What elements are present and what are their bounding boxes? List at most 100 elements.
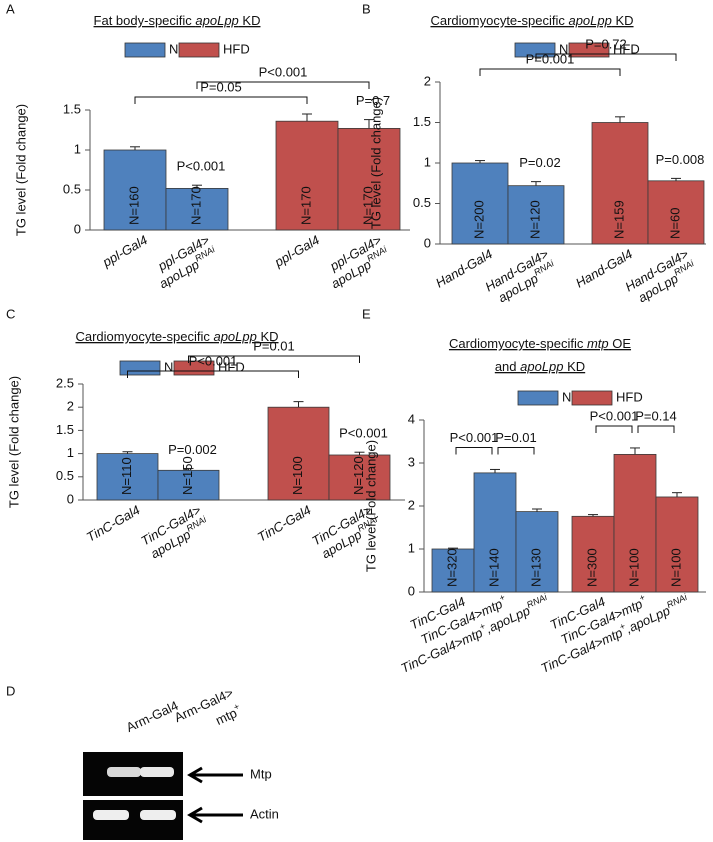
x-tick-label-part: +	[498, 592, 507, 603]
x-tick-label-part: ppl-Gal4	[99, 233, 150, 271]
p-value: P=0.72	[585, 36, 627, 51]
x-tick-label: ppl-Gal4	[99, 233, 150, 271]
chart-title-part: apoLpp	[568, 13, 611, 28]
y-tick-label: 1.5	[63, 101, 81, 116]
y-tick-label: 1.5	[56, 422, 74, 437]
x-tick-label-group: TinC-Gal4	[84, 503, 143, 546]
n-label: N=200	[471, 200, 486, 239]
p-value: P=0.002	[168, 442, 217, 457]
chart-title-part: KD	[257, 329, 279, 344]
arrow	[187, 806, 243, 824]
x-tick-label-part: RNAi	[665, 592, 689, 610]
gel-band	[107, 767, 141, 777]
panel-label: D	[6, 683, 15, 698]
panel-label: B	[362, 1, 371, 16]
lane-label-group: Arm-Gal4	[124, 698, 181, 735]
legend-swatch	[119, 360, 161, 376]
x-tick-label-part: TinC-Gal4	[84, 503, 143, 546]
n-label: N=159	[611, 200, 626, 239]
n-label: N=140	[486, 548, 501, 587]
bar	[165, 187, 229, 231]
n-label: N=320	[444, 548, 459, 587]
x-tick-label: TinC-Gal4	[84, 503, 143, 546]
bar	[473, 472, 517, 593]
bracket	[637, 425, 675, 433]
n-label: N=100	[668, 548, 683, 587]
legend-label: HFD	[223, 41, 250, 56]
y-axis-label: TG level (Fold change)	[363, 440, 378, 572]
p-value: P=0.01	[495, 430, 537, 445]
chart-title-part: Fat body-specific	[94, 13, 196, 28]
x-tick-label-part: RNAi	[525, 592, 549, 610]
gel-band	[93, 810, 129, 820]
p-value: P=0.05	[200, 79, 242, 94]
x-tick-label-part: +	[638, 592, 647, 603]
n-label: N=60	[667, 208, 682, 239]
y-axis-label: TG level (Fold change)	[6, 376, 21, 508]
n-label: N=120	[351, 456, 366, 495]
bracket	[595, 425, 633, 433]
chart-title-part: KD	[564, 359, 586, 374]
p-value: P=0.008	[656, 152, 705, 167]
y-tick-label: 1	[408, 540, 415, 555]
p-value: P<0.001	[189, 353, 238, 368]
x-tick-label-group: ppl-Gal4>apoLppRNAi	[155, 232, 218, 291]
y-tick-label: 2	[408, 497, 415, 512]
chart-title-part: mtp	[587, 336, 609, 351]
chart-title-part: and	[495, 359, 520, 374]
n-label: N=170	[188, 186, 203, 225]
legend-swatch	[178, 42, 220, 58]
panel-label: A	[6, 1, 15, 16]
n-label: N=100	[626, 548, 641, 587]
chart-title-part: Cardiomyocyte-specific	[430, 13, 568, 28]
bar	[515, 511, 559, 593]
y-axis-label: TG level (Fold change)	[13, 104, 28, 236]
p-value: P=0.7	[356, 93, 390, 108]
bar	[571, 515, 615, 593]
n-label: N=300	[584, 548, 599, 587]
p-value: P<0.001	[177, 159, 226, 174]
y-tick-label: 2	[67, 399, 74, 414]
y-tick-label: 0	[408, 583, 415, 598]
gel-band	[140, 810, 176, 820]
x-tick-label: ppl-Gal4	[271, 233, 322, 271]
bar	[157, 469, 220, 501]
p-value: P<0.001	[590, 408, 639, 423]
y-tick-label: 1.5	[413, 114, 431, 129]
lane-label: Arm-Gal4	[124, 698, 181, 735]
x-tick-label-group: ppl-Gal4	[99, 233, 150, 271]
gel-band	[140, 767, 174, 777]
chart-title: and apoLpp KD	[495, 359, 585, 374]
bracket	[127, 370, 299, 378]
lane-label-group: Arm-Gal4>mtp+	[172, 685, 241, 728]
bar	[431, 548, 475, 593]
n-label: N=130	[528, 548, 543, 587]
legend-swatch	[571, 390, 613, 406]
bar	[267, 406, 330, 501]
p-value: P=0.02	[519, 155, 561, 170]
legend-label: HFD	[613, 41, 640, 56]
n-label: N=120	[527, 200, 542, 239]
bar	[337, 127, 401, 231]
p-value: P=0.01	[253, 338, 295, 353]
chart-title-part: apoLpp	[520, 359, 563, 374]
legend-label: HFD	[616, 389, 643, 404]
x-tick-label-part: +	[618, 621, 627, 632]
p-value: P<0.001	[339, 426, 388, 441]
p-value: P=0.001	[526, 51, 575, 66]
bar	[591, 122, 649, 245]
n-label: N=110	[119, 457, 134, 495]
bracket	[535, 53, 677, 61]
legend-swatch	[124, 42, 166, 58]
y-tick-label: 0	[74, 221, 81, 236]
y-tick-label: 1	[74, 141, 81, 156]
x-tick-label-part: TinC-Gal4	[255, 503, 314, 546]
n-label: N=170	[360, 186, 375, 225]
n-label: N=100	[290, 456, 305, 495]
y-tick-label: 4	[408, 411, 415, 426]
y-tick-label: 0	[67, 491, 74, 506]
y-tick-label: 1	[67, 445, 74, 460]
y-tick-label: 1	[424, 154, 431, 169]
x-tick-label-part: +	[478, 621, 487, 632]
